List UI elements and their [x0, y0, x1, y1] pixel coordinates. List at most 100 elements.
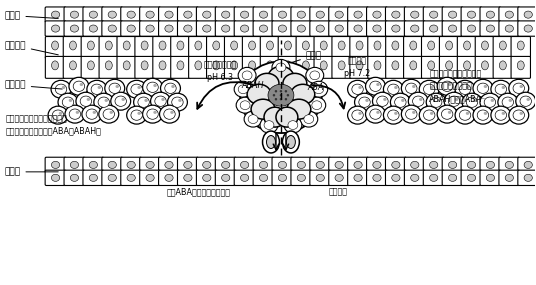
FancyBboxPatch shape	[242, 36, 262, 58]
Ellipse shape	[509, 79, 528, 97]
Ellipse shape	[449, 174, 457, 181]
Ellipse shape	[109, 83, 121, 93]
Ellipse shape	[126, 106, 146, 124]
Ellipse shape	[430, 86, 434, 89]
Ellipse shape	[282, 131, 299, 153]
Ellipse shape	[98, 97, 109, 107]
Ellipse shape	[338, 41, 345, 50]
Ellipse shape	[500, 41, 507, 50]
Text: 注：ABA不容易通过细胞膜: 注：ABA不容易通过细胞膜	[166, 187, 230, 196]
Ellipse shape	[51, 80, 71, 98]
Text: 栅栏组织: 栅栏组织	[4, 41, 58, 55]
Ellipse shape	[137, 86, 141, 89]
Ellipse shape	[48, 106, 68, 124]
Ellipse shape	[505, 25, 513, 32]
Ellipse shape	[517, 41, 524, 50]
Text: 水分充足条件下
pH 6.3: 水分充足条件下 pH 6.3	[204, 61, 237, 82]
FancyBboxPatch shape	[260, 56, 280, 78]
Ellipse shape	[490, 99, 494, 102]
Ellipse shape	[410, 61, 417, 70]
Ellipse shape	[413, 96, 424, 106]
FancyBboxPatch shape	[440, 36, 459, 58]
Ellipse shape	[147, 82, 158, 92]
Ellipse shape	[184, 174, 192, 181]
FancyBboxPatch shape	[242, 56, 262, 78]
Ellipse shape	[358, 112, 362, 115]
Ellipse shape	[276, 107, 298, 127]
Ellipse shape	[280, 98, 282, 100]
Ellipse shape	[278, 25, 287, 32]
FancyBboxPatch shape	[480, 7, 501, 22]
Ellipse shape	[449, 161, 457, 168]
Ellipse shape	[105, 41, 112, 50]
FancyBboxPatch shape	[171, 56, 190, 78]
Ellipse shape	[356, 41, 363, 50]
FancyBboxPatch shape	[159, 7, 180, 22]
Ellipse shape	[448, 111, 451, 114]
FancyBboxPatch shape	[332, 56, 351, 78]
FancyBboxPatch shape	[385, 7, 406, 22]
Ellipse shape	[517, 61, 524, 70]
Ellipse shape	[467, 161, 475, 168]
Ellipse shape	[491, 80, 511, 98]
FancyBboxPatch shape	[272, 170, 293, 186]
Ellipse shape	[70, 41, 77, 50]
Ellipse shape	[419, 106, 439, 124]
Ellipse shape	[500, 61, 507, 70]
Ellipse shape	[221, 161, 230, 168]
Ellipse shape	[467, 25, 475, 32]
Ellipse shape	[55, 84, 67, 94]
Ellipse shape	[383, 106, 403, 124]
FancyBboxPatch shape	[278, 36, 297, 58]
FancyBboxPatch shape	[140, 170, 160, 186]
FancyBboxPatch shape	[253, 170, 274, 186]
FancyBboxPatch shape	[135, 56, 154, 78]
Ellipse shape	[127, 174, 135, 181]
Ellipse shape	[365, 99, 369, 102]
Ellipse shape	[221, 25, 230, 32]
Ellipse shape	[268, 84, 294, 106]
FancyBboxPatch shape	[423, 21, 444, 36]
Ellipse shape	[297, 161, 306, 168]
Ellipse shape	[524, 11, 532, 18]
Ellipse shape	[348, 106, 368, 124]
Ellipse shape	[495, 84, 507, 94]
Ellipse shape	[455, 80, 475, 98]
FancyBboxPatch shape	[45, 157, 66, 172]
Ellipse shape	[108, 11, 116, 18]
FancyBboxPatch shape	[310, 157, 331, 172]
Ellipse shape	[502, 97, 513, 107]
FancyBboxPatch shape	[480, 157, 501, 172]
Ellipse shape	[410, 41, 417, 50]
Ellipse shape	[275, 98, 277, 100]
Ellipse shape	[481, 41, 488, 50]
Ellipse shape	[302, 61, 309, 70]
Ellipse shape	[444, 92, 464, 110]
Ellipse shape	[430, 97, 442, 107]
Ellipse shape	[165, 83, 176, 93]
Ellipse shape	[91, 84, 102, 94]
Ellipse shape	[437, 99, 441, 102]
Ellipse shape	[316, 11, 324, 18]
FancyBboxPatch shape	[442, 7, 463, 22]
Ellipse shape	[155, 96, 166, 106]
Ellipse shape	[93, 111, 96, 114]
Ellipse shape	[519, 85, 523, 88]
Ellipse shape	[51, 41, 58, 50]
Ellipse shape	[358, 86, 362, 89]
FancyBboxPatch shape	[121, 157, 142, 172]
Ellipse shape	[477, 83, 489, 93]
Ellipse shape	[412, 85, 415, 88]
FancyBboxPatch shape	[499, 157, 520, 172]
Ellipse shape	[213, 61, 220, 70]
FancyBboxPatch shape	[499, 170, 520, 186]
Ellipse shape	[449, 25, 457, 32]
Ellipse shape	[105, 99, 108, 102]
FancyBboxPatch shape	[121, 7, 142, 22]
Ellipse shape	[51, 161, 59, 168]
FancyBboxPatch shape	[518, 170, 536, 186]
FancyBboxPatch shape	[140, 7, 160, 22]
FancyBboxPatch shape	[329, 7, 349, 22]
Ellipse shape	[143, 105, 162, 123]
Ellipse shape	[394, 86, 398, 89]
